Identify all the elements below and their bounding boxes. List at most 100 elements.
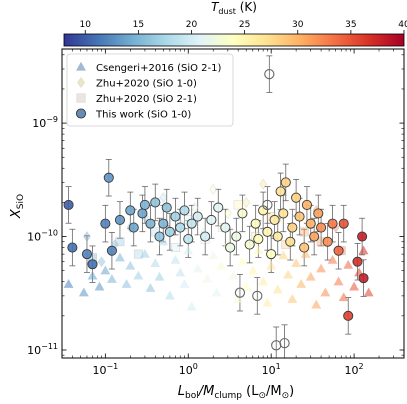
this-work-point — [237, 208, 248, 219]
this-work-point — [161, 202, 172, 213]
this-work-point — [338, 218, 349, 229]
this-work-point — [200, 231, 211, 242]
y-axis-ticks: 10−11 10−10 10−9 — [27, 54, 404, 357]
csengeri-point — [133, 270, 144, 280]
this-work-point — [170, 211, 181, 222]
this-work-point — [81, 249, 93, 260]
csengeri-point — [183, 245, 194, 255]
colorbar: Tdust (K) 10 15 20 25 30 35 40 — [63, 0, 407, 47]
this-work-point — [234, 287, 246, 298]
colorbar-bar — [63, 33, 405, 47]
csengeri-point — [311, 299, 322, 309]
csengeri-point — [216, 260, 227, 270]
this-work-point — [63, 199, 74, 210]
y-axis-label: XSiO — [9, 194, 26, 219]
csengeri-point — [283, 269, 294, 279]
legend-label: Zhu+2020 (SiO 1-0) — [96, 79, 197, 90]
legend-marker-square — [76, 93, 86, 103]
colorbar-tick-label: 30 — [292, 20, 304, 30]
this-work-point — [137, 208, 148, 219]
csengeri-point — [316, 263, 327, 273]
this-work-point — [327, 218, 338, 229]
csengeri-point — [192, 263, 203, 273]
csengeri-point — [358, 245, 369, 255]
zhu-point — [133, 249, 143, 259]
legend-entry: This work (SiO 1-0) — [75, 108, 191, 121]
this-work-point — [220, 222, 231, 233]
legend-entry: Csengeri+2016 (SiO 2-1) — [76, 61, 221, 74]
colorbar-tick-label: 10 — [80, 20, 92, 30]
csengeri-point — [349, 281, 360, 291]
this-work-point — [106, 245, 117, 256]
this-work-point — [357, 231, 368, 242]
this-work-point — [262, 226, 273, 237]
x-tick-label: 102 — [345, 362, 364, 377]
y-tick-label: 10−9 — [32, 115, 58, 130]
csengeri-point — [154, 271, 165, 281]
this-work-point — [309, 231, 320, 242]
colorbar-tick-label: 20 — [186, 20, 198, 30]
csengeri-point — [266, 260, 277, 270]
csengeri-point — [228, 270, 239, 280]
this-work-point — [275, 186, 286, 197]
zhu-point — [299, 227, 309, 237]
this-work-point — [103, 172, 114, 183]
this-work-point — [313, 208, 324, 219]
csengeri-point — [247, 265, 258, 275]
this-work-point — [299, 242, 310, 253]
colorbar-label: Tdust (K) — [211, 0, 257, 16]
csengeri-point — [253, 245, 264, 255]
legend-label: Zhu+2020 (SiO 2-1) — [96, 94, 197, 105]
csengeri-point — [94, 281, 105, 291]
legend-entry: Zhu+2020 (SiO 2-1) — [76, 93, 197, 105]
colorbar-ticks: 10 15 20 25 30 35 40 — [80, 20, 407, 34]
zhu-point — [233, 200, 243, 210]
this-work-point — [322, 236, 333, 247]
this-work-point — [175, 222, 186, 233]
csengeri-point — [186, 301, 197, 311]
csengeri-point — [237, 256, 248, 266]
csengeri-point — [164, 290, 175, 300]
this-work-point — [287, 222, 298, 233]
this-work-point — [333, 245, 344, 256]
this-work-point — [164, 226, 175, 237]
this-work-point — [262, 199, 273, 211]
zhu-point — [259, 178, 267, 190]
this-work-point — [67, 242, 78, 253]
legend-marker-diamond — [77, 77, 85, 88]
this-work-point — [294, 211, 305, 222]
csengeri-point — [300, 248, 311, 258]
this-work-point — [114, 214, 126, 226]
csengeri-point — [87, 270, 98, 280]
legend-marker-triangle — [76, 61, 86, 71]
x-tick-label: 100 — [179, 362, 198, 377]
this-work-point — [343, 310, 354, 321]
this-work-point — [305, 218, 316, 229]
this-work-point — [253, 234, 264, 245]
this-work-point — [192, 211, 203, 222]
csengeri-point — [233, 294, 244, 303]
csengeri-point — [100, 265, 111, 275]
legend-label: Csengeri+2016 (SiO 2-1) — [96, 63, 221, 74]
csengeri-point — [125, 260, 136, 270]
csengeri-point — [343, 259, 354, 269]
plot-area: 10−1 100 101 102 10−11 10−10 10−9 — [27, 48, 405, 377]
zhu-point — [242, 196, 251, 208]
this-work-point — [100, 218, 111, 229]
this-work-point — [186, 218, 197, 229]
csengeri-point — [241, 281, 252, 291]
csengeri-point — [115, 252, 125, 262]
zhu-point — [209, 184, 218, 195]
plot-frame — [61, 48, 405, 359]
zhu-point — [97, 256, 106, 268]
this-work-point — [231, 231, 242, 242]
this-work-point — [285, 236, 296, 247]
x-axis-ticks: 10−1 100 101 102 — [61, 49, 405, 377]
csengeri-point — [211, 287, 222, 297]
this-work-point — [87, 259, 98, 270]
this-work-point — [269, 214, 280, 226]
csengeri-point — [121, 279, 132, 288]
csengeri-point — [338, 292, 349, 302]
colorbar-tick-label: 35 — [345, 20, 356, 30]
